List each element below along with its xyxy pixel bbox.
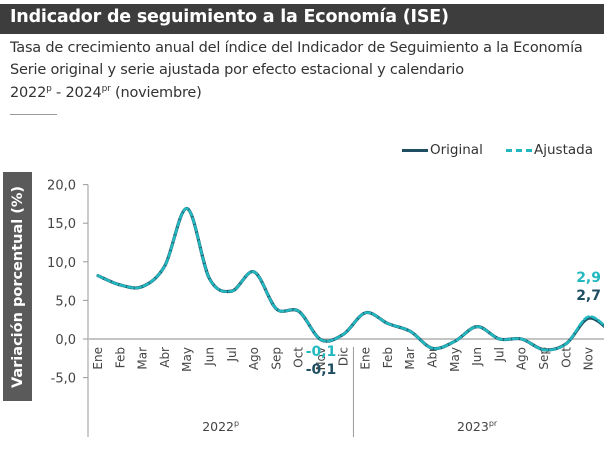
x-tick-label: Abr	[158, 347, 172, 368]
x-group-label: 2022p	[202, 419, 239, 434]
subtitle-year-start: 2022	[10, 84, 47, 101]
subtitle-period: (noviembre)	[110, 84, 202, 101]
x-tick-label: Ene	[91, 347, 105, 370]
x-tick-label: Nov	[582, 347, 596, 370]
x-tick-label: Ago	[515, 347, 529, 370]
y-tick-label: 0,0	[55, 333, 76, 348]
x-tick-label: May	[180, 347, 194, 372]
legend-adjusted[interactable]: Ajustada	[506, 142, 593, 158]
legend-adjusted-label: Ajustada	[534, 142, 593, 158]
subtitle-sup-2: pr	[101, 84, 111, 94]
y-tick-label: 5,0	[55, 294, 76, 309]
x-tick-label: Jul	[225, 347, 239, 362]
page-title: Indicador de seguimiento a la Economía (…	[10, 7, 449, 27]
x-tick-label: Oct	[292, 347, 306, 368]
divider	[10, 114, 57, 115]
y-tick-label: 10,0	[47, 256, 76, 271]
y-tick-label: 15,0	[47, 217, 76, 232]
y-axis-label-band: Variación porcentual (%)	[3, 172, 32, 401]
data-label: -0,1	[306, 344, 337, 360]
x-tick-label: Dic	[336, 347, 350, 366]
x-tick-label: Oct	[559, 347, 573, 368]
data-label: 2,7	[576, 288, 601, 304]
x-tick-label: Nov	[314, 347, 328, 370]
legend-original-label: Original	[430, 142, 483, 158]
x-tick-label: Ene	[359, 347, 373, 370]
legend-solid-line-icon	[402, 148, 428, 152]
x-tick-label: Jun	[203, 347, 217, 367]
subtitle-line-1: Tasa de crecimiento anual del índice del…	[10, 40, 583, 56]
axes: 20,0 15,0 10,0 5,0 0,0 -5,0 Ene Feb Mar Abr May Jun…	[47, 179, 604, 437]
header-bar: Indicador de seguimiento a la Economía (…	[0, 4, 604, 34]
x-tick-label: Sep	[269, 347, 283, 370]
subtitle-year-end: - 2024	[51, 84, 102, 101]
y-tick-label: -5,0	[51, 372, 76, 387]
subtitle-line-2: Serie original y serie ajustada por efec…	[10, 62, 464, 78]
x-tick-label: May	[448, 347, 462, 372]
x-tick-label: Jun	[470, 347, 484, 367]
x-tick-label: Jul	[492, 347, 506, 362]
x-tick-label: Ago	[247, 347, 261, 370]
x-group-label-sup: pr	[489, 419, 498, 428]
subtitle-sup-1: p	[46, 84, 52, 94]
series-line-ajustada	[96, 207, 604, 352]
x-tick-label: Feb	[381, 347, 395, 368]
x-tick-label: Abr	[426, 347, 440, 368]
legend-dashed-line-icon	[506, 148, 532, 152]
x-group-label-sup: p	[234, 419, 239, 428]
x-tick-label: Feb	[113, 347, 127, 368]
series-lines	[96, 206, 604, 352]
x-tick-label: Mar	[403, 347, 417, 370]
y-tick-label: 20,0	[47, 179, 76, 194]
legend-original[interactable]: Original	[402, 142, 483, 158]
subtitle-line-3: 2022p - 2024pr (noviembre)	[10, 84, 202, 101]
data-label: 2,9	[576, 270, 601, 286]
x-tick-label: Sep	[537, 347, 551, 370]
data-label: -0,1	[306, 362, 337, 378]
annotations: -0,1 -0,1 2,9 2,7	[306, 270, 601, 378]
x-tick-label: Mar	[136, 347, 150, 370]
x-group-label: 2023pr	[457, 419, 498, 434]
